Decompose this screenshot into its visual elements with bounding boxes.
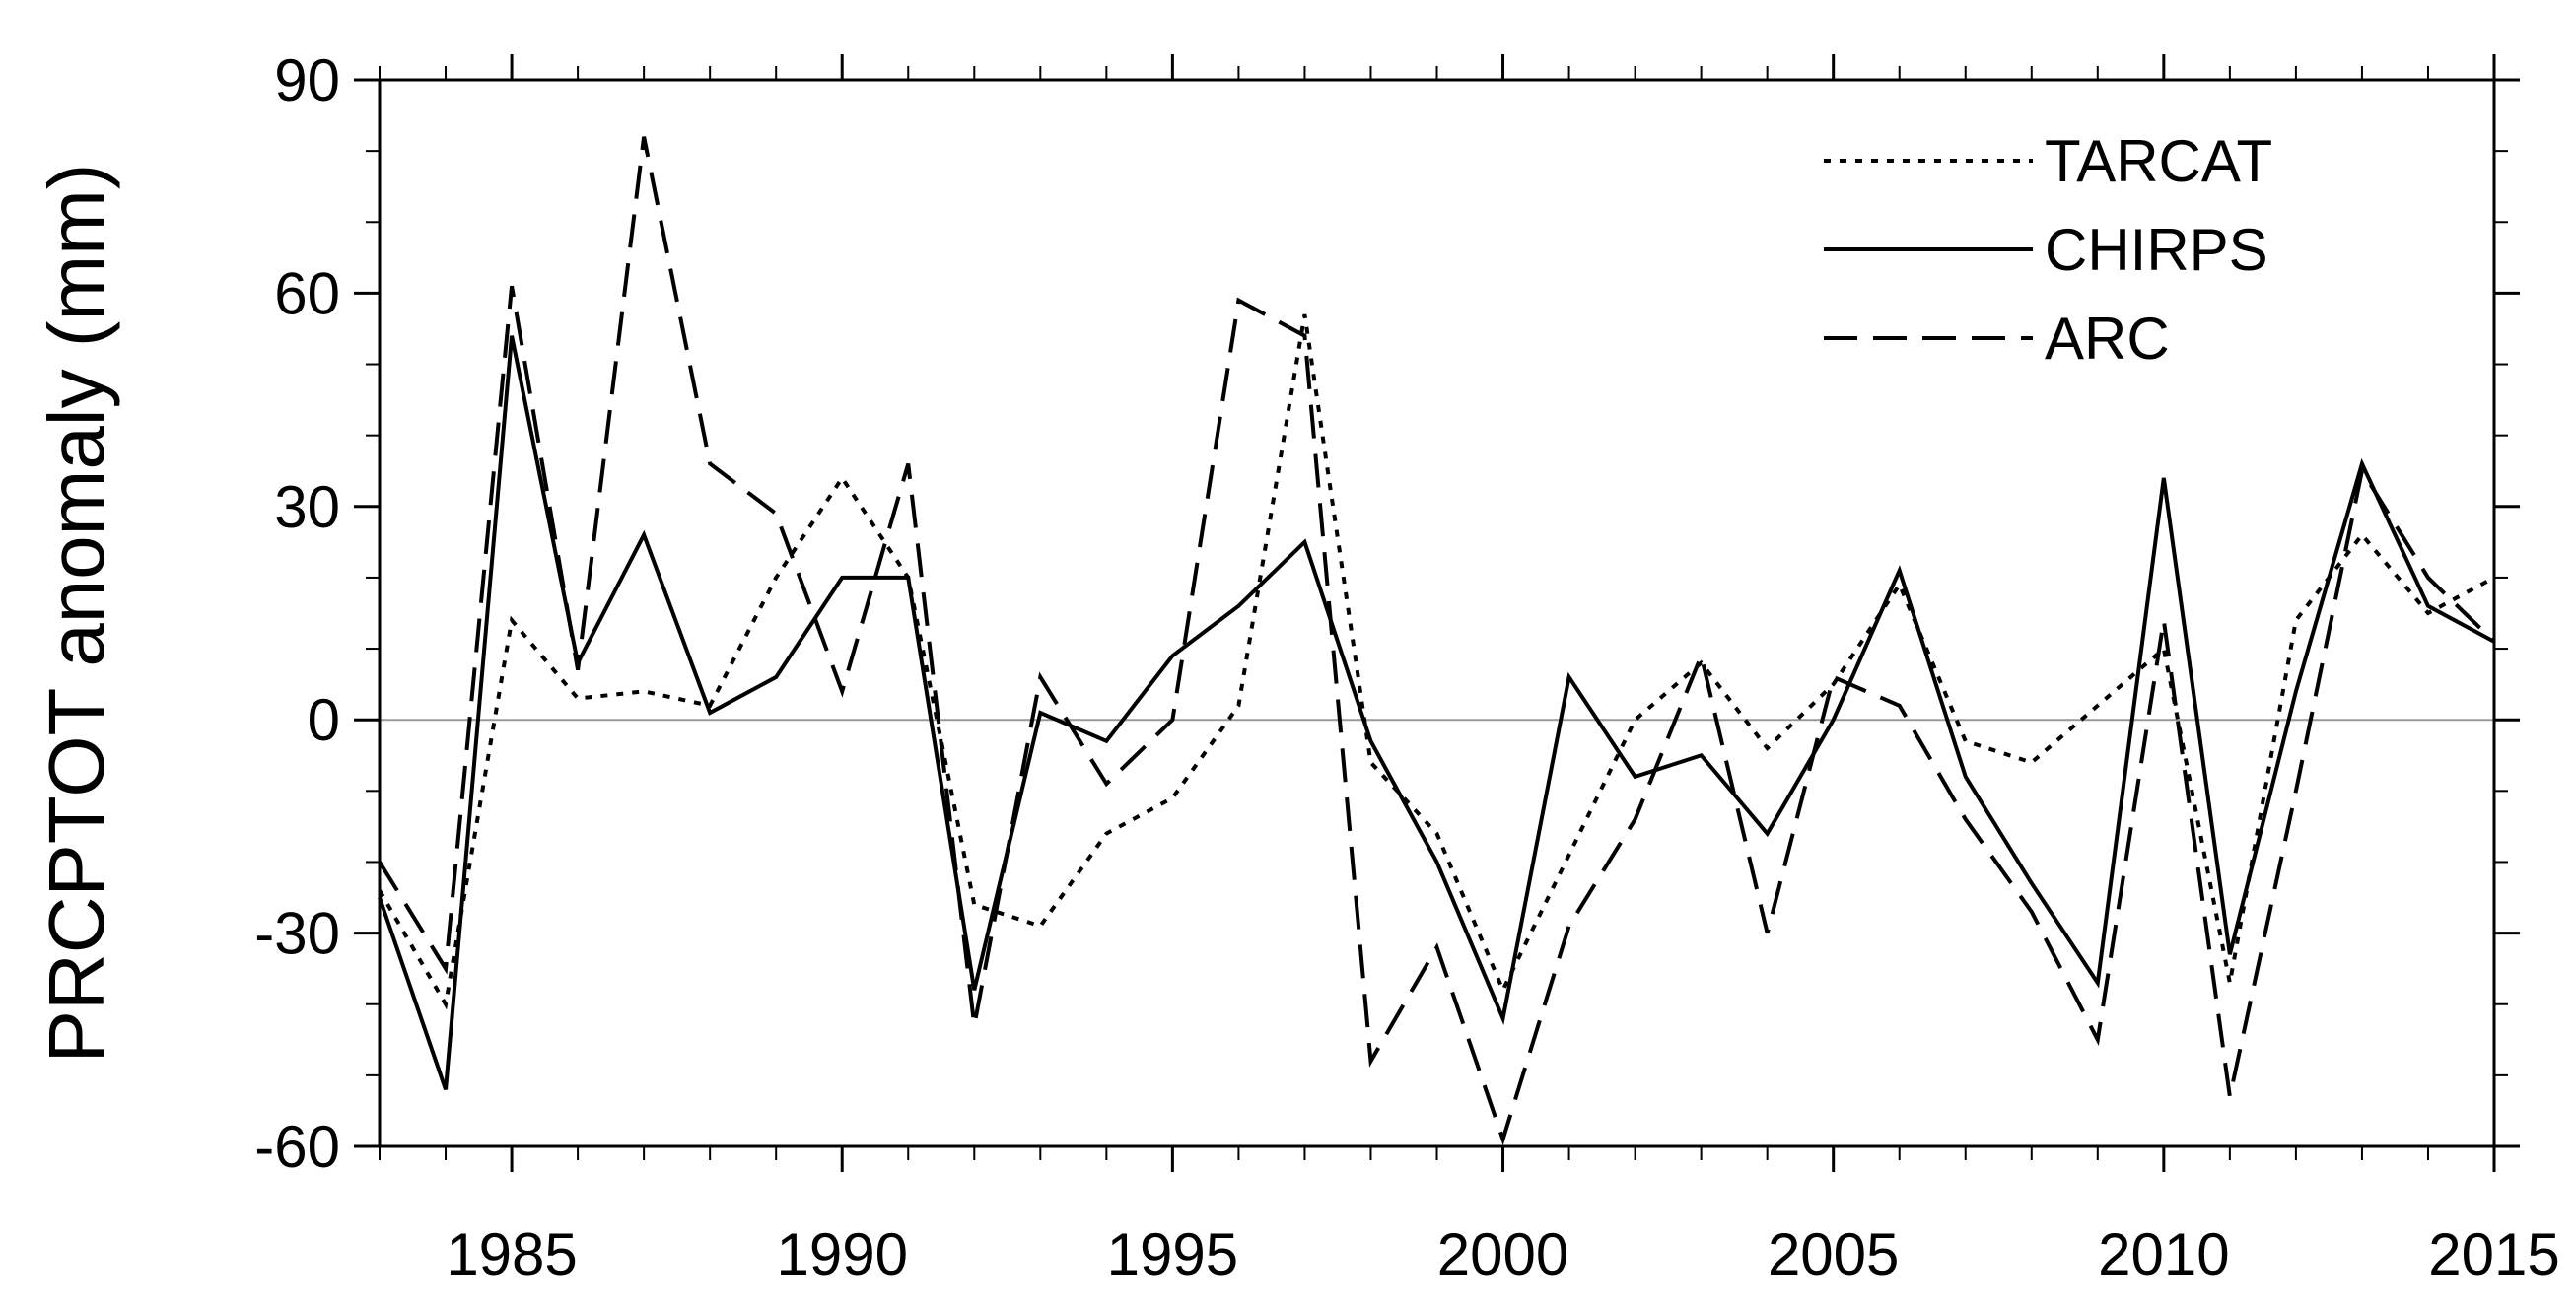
y-tick-label: -60	[254, 1114, 340, 1180]
x-tick-label: 2015	[2428, 1221, 2559, 1287]
y-tick-label: 0	[308, 687, 340, 753]
y-tick-label: 30	[274, 474, 340, 540]
legend-label: TARCAT	[2045, 128, 2272, 194]
x-tick-label: 1995	[1107, 1221, 1238, 1287]
y-axis-label: PRCPTOT anomaly (mm)	[33, 164, 120, 1064]
x-tick-label: 1985	[446, 1221, 577, 1287]
series-line	[378, 136, 2496, 1146]
plot-frame	[378, 78, 2496, 1148]
legend-label: CHIRPS	[2045, 217, 2268, 283]
y-tick-label: 90	[274, 47, 340, 113]
x-tick-label: 1990	[776, 1221, 907, 1287]
x-tick-label: 2010	[2098, 1221, 2229, 1287]
x-tick-label: 2005	[1768, 1221, 1899, 1287]
y-tick-label: 60	[274, 260, 340, 326]
series-line	[378, 335, 2495, 1090]
series-line	[378, 313, 2495, 1010]
y-tick-label: -30	[254, 901, 340, 967]
legend-label: ARC	[2045, 306, 2170, 372]
x-tick-label: 2000	[1437, 1221, 1568, 1287]
